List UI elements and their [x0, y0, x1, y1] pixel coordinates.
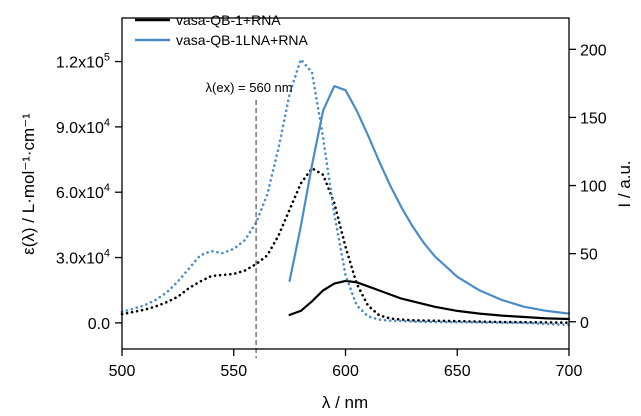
plot-lines: [120, 58, 571, 327]
legend-label-2: vasa-QB-1LNA+RNA: [176, 32, 309, 48]
series-1-emission-line: [288, 279, 571, 321]
legend-label-1: vasa-QB-1+RNA: [176, 12, 281, 28]
right-y-tick-label: 50: [580, 247, 598, 264]
left-y-tick-label: 6.0x104: [56, 182, 110, 202]
series-2-emission-line: [288, 84, 571, 315]
x-tick-label: 500: [109, 363, 136, 380]
series-2-absorption-line: [120, 58, 571, 327]
left-y-tick-label: 9.0x104: [56, 117, 110, 137]
right-y-tick-label: 100: [580, 179, 607, 196]
excitation-annotation: λ(ex) = 560 nm: [206, 80, 293, 95]
x-axis-label: λ / nm: [322, 393, 368, 412]
right-y-tick-label: 150: [580, 110, 607, 127]
x-tick-label: 700: [556, 363, 583, 380]
series-1-absorption-line: [120, 167, 571, 325]
x-tick-label: 600: [332, 363, 359, 380]
left-y-tick-label: 3.0x104: [56, 248, 110, 268]
left-y-axis: 0.0 3.0x104 6.0x104 9.0x104 1.2x105: [56, 52, 122, 333]
right-y-axis: 0 50 100 150 200: [569, 42, 607, 332]
x-tick-label: 650: [444, 363, 471, 380]
left-y-tick-label: 1.2x105: [56, 52, 110, 72]
left-y-axis-label: ε(λ) / L·mol⁻¹·cm⁻¹: [19, 113, 38, 255]
left-y-tick-label: 0.0: [88, 316, 110, 333]
legend: vasa-QB-1+RNA vasa-QB-1LNA+RNA: [135, 12, 309, 48]
x-axis: 500 550 600 650 700: [109, 349, 583, 380]
x-tick-label: 550: [220, 363, 247, 380]
right-y-tick-label: 0: [580, 315, 589, 332]
right-y-tick-label: 200: [580, 42, 607, 59]
right-y-axis-label: I / a.u.: [615, 160, 634, 207]
